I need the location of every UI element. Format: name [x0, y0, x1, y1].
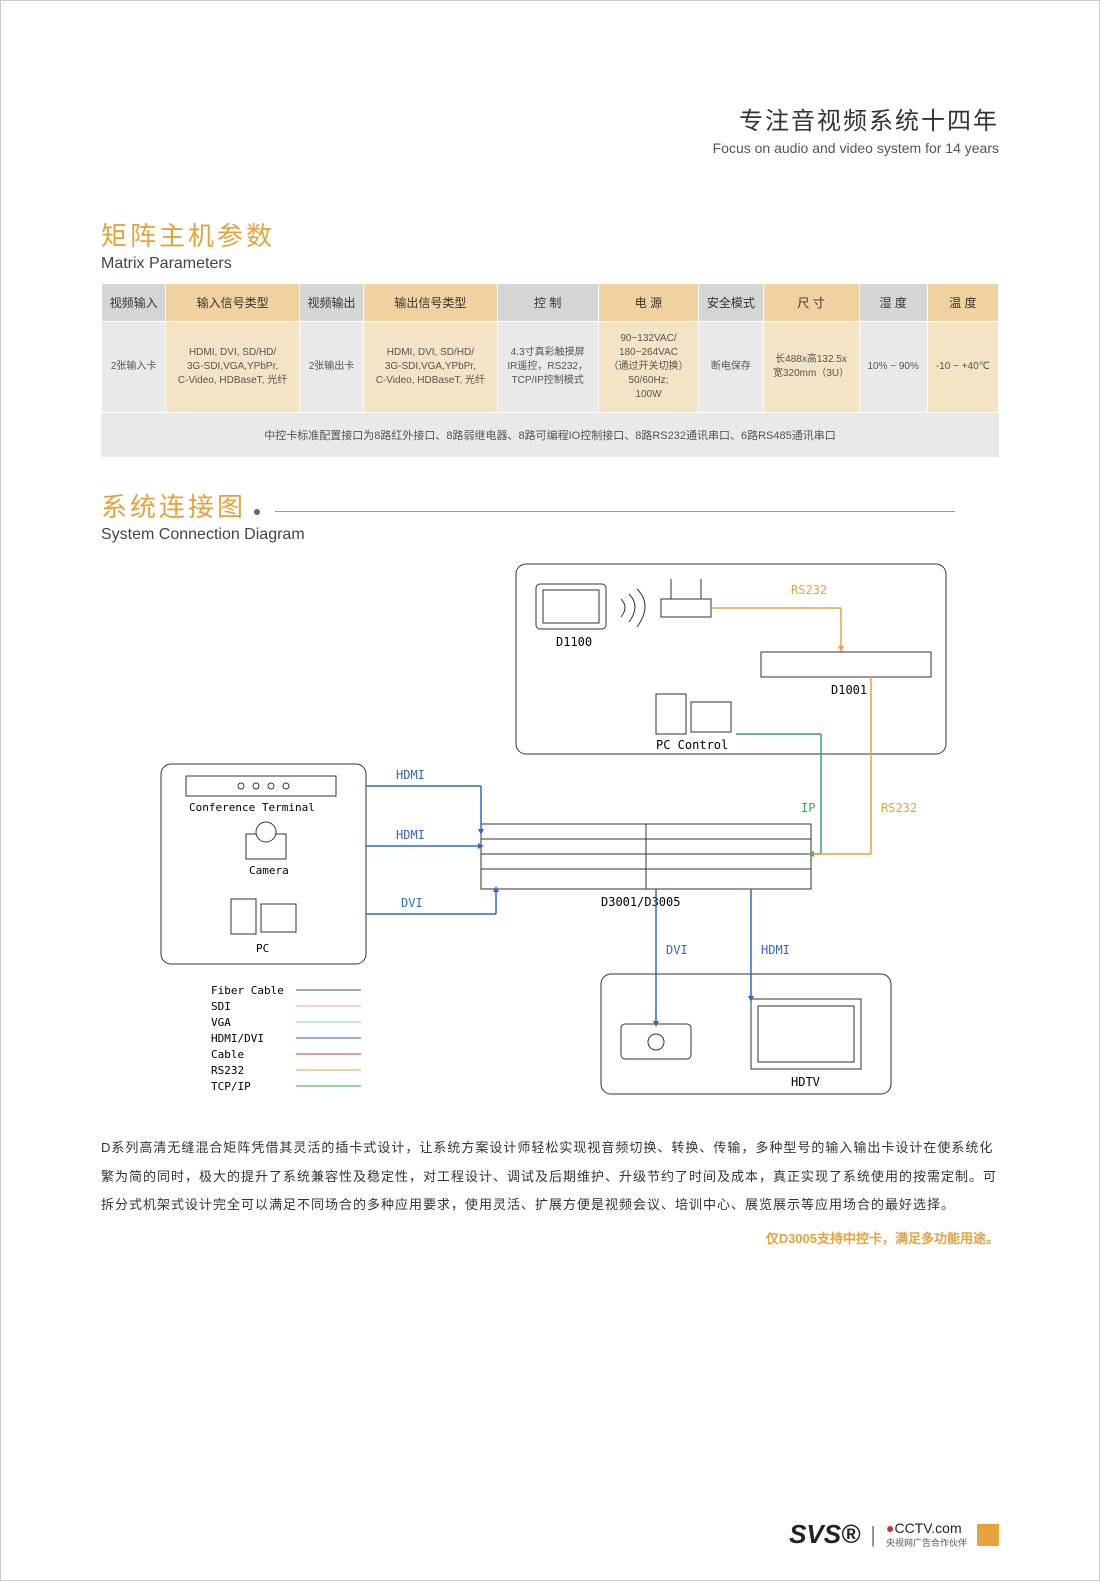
svg-text:PC: PC [256, 942, 269, 955]
svg-text:HDTV: HDTV [791, 1075, 820, 1089]
td: 断电保存 [699, 322, 763, 413]
section2-title: 系统连接图 System Connection Diagram [101, 487, 999, 544]
diagram-svg: D1100 RS232 D1001 PC Control Conference … [101, 554, 1001, 1114]
th: 视频输入 [102, 284, 166, 322]
th: 湿 度 [859, 284, 927, 322]
td: 90~132VAC/180~264VAC（通过开关切换）50/60Hz;100W [598, 322, 698, 413]
title-line [275, 511, 955, 512]
svg-text:DVI: DVI [401, 896, 423, 910]
svg-text:D1001: D1001 [831, 683, 867, 697]
svg-text:D1100: D1100 [556, 635, 592, 649]
th: 温 度 [927, 284, 998, 322]
td: HDMI, DVI, SD/HD/3G-SDI,VGA,YPbPr,C-Vide… [166, 322, 300, 413]
dot-icon [254, 509, 260, 515]
svg-text:HDMI/DVI: HDMI/DVI [211, 1032, 264, 1045]
th: 视频输出 [299, 284, 363, 322]
svg-text:PC Control: PC Control [656, 738, 728, 752]
svg-text:Fiber Cable: Fiber Cable [211, 984, 284, 997]
svg-text:HDMI: HDMI [396, 828, 425, 842]
note-text: 仅D3005支持中控卡，满足多功能用途。 [101, 1228, 999, 1247]
page-footer: SVS® | ●CCTV.com 央视网广告合作伙伴 [789, 1519, 999, 1550]
th: 输入信号类型 [166, 284, 300, 322]
th: 控 制 [497, 284, 598, 322]
section1-title: 矩阵主机参数 Matrix Parameters [101, 216, 999, 273]
cctv-text: CCTV.com [894, 1520, 961, 1536]
table-row: 2张输入卡 HDMI, DVI, SD/HD/3G-SDI,VGA,YPbPr,… [102, 322, 999, 413]
table-header-row: 视频输入 输入信号类型 视频输出 输出信号类型 控 制 电 源 安全模式 尺 寸… [102, 284, 999, 322]
td: 2张输入卡 [102, 322, 166, 413]
orange-square-icon [977, 1524, 999, 1546]
th: 尺 寸 [763, 284, 859, 322]
connection-diagram: D1100 RS232 D1001 PC Control Conference … [101, 554, 1001, 1114]
section2-title-cn: 系统连接图 [101, 492, 246, 522]
svg-text:Camera: Camera [249, 864, 289, 877]
cctv-sub: 央视网广告合作伙伴 [886, 1536, 967, 1549]
svg-text:HDMI: HDMI [761, 943, 790, 957]
svg-text:IP: IP [801, 801, 815, 815]
brand-logo: SVS® [789, 1519, 860, 1550]
td: 长488x高132.5x宽320mm（3U） [763, 322, 859, 413]
svg-text:VGA: VGA [211, 1016, 231, 1029]
td: HDMI, DVI, SD/HD/3G-SDI,VGA,YPbPr,C-Vide… [364, 322, 498, 413]
svg-text:RS232: RS232 [211, 1064, 244, 1077]
svg-text:Cable: Cable [211, 1048, 244, 1061]
section1-title-cn: 矩阵主机参数 [101, 216, 999, 253]
description-text: D系列高清无缝混合矩阵凭借其灵活的插卡式设计，让系统方案设计师轻松实现视音频切换… [101, 1134, 999, 1220]
section2-title-en: System Connection Diagram [101, 526, 999, 544]
page-header: 专注音视频系统十四年 Focus on audio and video syst… [101, 101, 999, 156]
td: 2张输出卡 [299, 322, 363, 413]
td: 4.3寸真彩触摸屏IR遥控，RS232，TCP/IP控制模式 [497, 322, 598, 413]
td: -10 ~ +40℃ [927, 322, 998, 413]
td: 10% ~ 90% [859, 322, 927, 413]
th: 输出信号类型 [364, 284, 498, 322]
header-en: Focus on audio and video system for 14 y… [101, 140, 999, 156]
params-footer: 中控卡标准配置接口为8路红外接口、8路弱继电器、8路可编程IO控制接口、8路RS… [101, 413, 999, 457]
svg-text:SDI: SDI [211, 1000, 231, 1013]
th: 安全模式 [699, 284, 763, 322]
svg-text:Conference Terminal: Conference Terminal [189, 801, 315, 814]
svg-text:RS232: RS232 [791, 583, 827, 597]
svg-text:TCP/IP: TCP/IP [211, 1080, 251, 1093]
section1-title-en: Matrix Parameters [101, 255, 999, 273]
cctv-logo: ●CCTV.com 央视网广告合作伙伴 [886, 1520, 967, 1549]
svg-text:DVI: DVI [666, 943, 688, 957]
separator: | [870, 1522, 876, 1548]
params-table: 视频输入 输入信号类型 视频输出 输出信号类型 控 制 电 源 安全模式 尺 寸… [101, 283, 999, 413]
svg-text:HDMI: HDMI [396, 768, 425, 782]
th: 电 源 [598, 284, 698, 322]
svg-text:D3001/D3005: D3001/D3005 [601, 895, 680, 909]
header-cn: 专注音视频系统十四年 [101, 101, 999, 136]
svg-text:RS232: RS232 [881, 801, 917, 815]
